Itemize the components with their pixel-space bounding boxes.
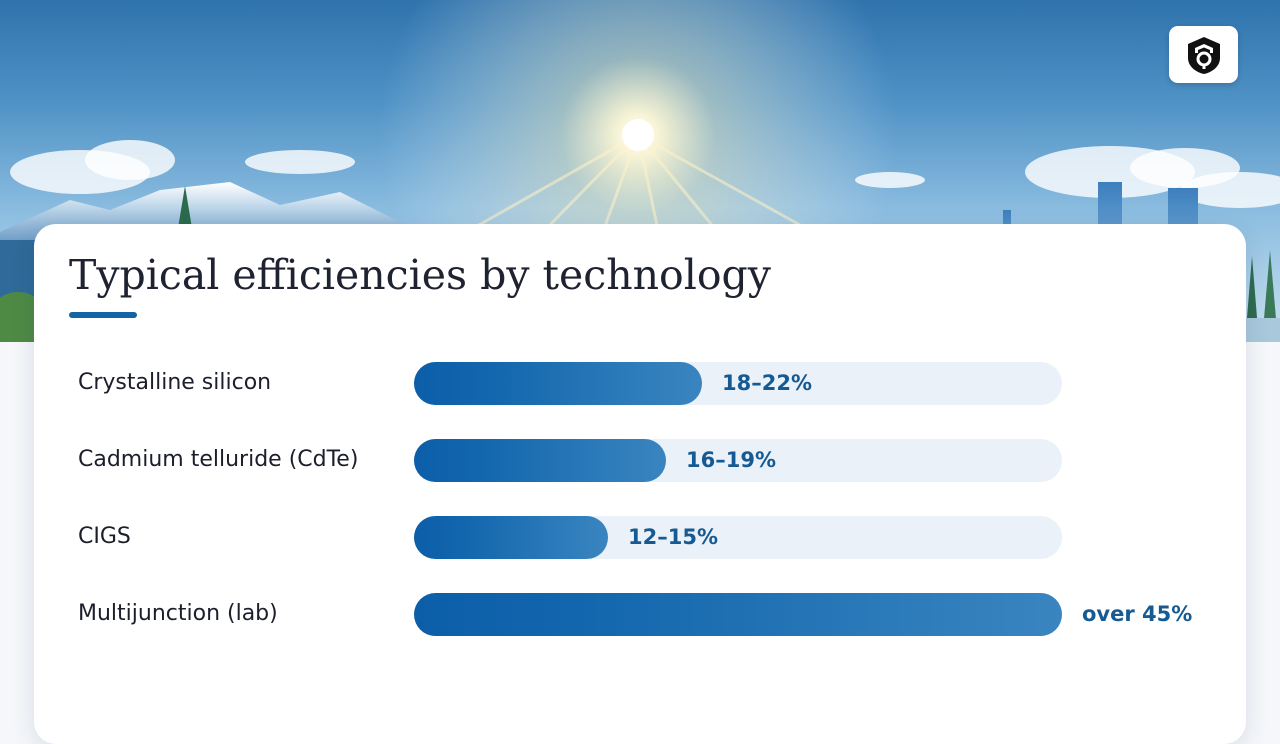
category-label: Crystalline silicon	[78, 370, 272, 395]
bar-track	[414, 362, 1062, 405]
value-label: 18–22%	[722, 371, 812, 395]
bar-track	[414, 516, 1062, 559]
value-label: 12–15%	[628, 525, 718, 549]
bar-row: CIGS 12–15%	[34, 515, 1246, 559]
bar-track	[414, 593, 1062, 636]
bar-row: Cadmium telluride (CdTe) 16–19%	[34, 438, 1246, 482]
chart-card: Typical efficiencies by technology Cryst…	[34, 224, 1246, 744]
bar-row: Crystalline silicon 18–22%	[34, 361, 1246, 405]
bar	[414, 439, 666, 482]
shield-logo-icon	[1187, 36, 1220, 74]
bar	[414, 516, 608, 559]
category-label: CIGS	[78, 524, 131, 549]
bar-rows: Crystalline silicon 18–22% Cadmium telluri…	[34, 224, 1246, 744]
bar	[414, 593, 1062, 636]
category-label: Cadmium telluride (CdTe)	[78, 447, 359, 472]
bar	[414, 362, 702, 405]
category-label: Multijunction (lab)	[78, 601, 278, 626]
brand-logo	[1169, 26, 1238, 83]
bar-row: Multijunction (lab) over 45%	[34, 592, 1246, 636]
chart-title: Typical efficiencies by technology	[69, 251, 771, 299]
bar-track	[414, 439, 1062, 482]
title-underline	[69, 312, 137, 318]
value-label: 16–19%	[686, 448, 776, 472]
value-label: over 45%	[1082, 602, 1193, 626]
